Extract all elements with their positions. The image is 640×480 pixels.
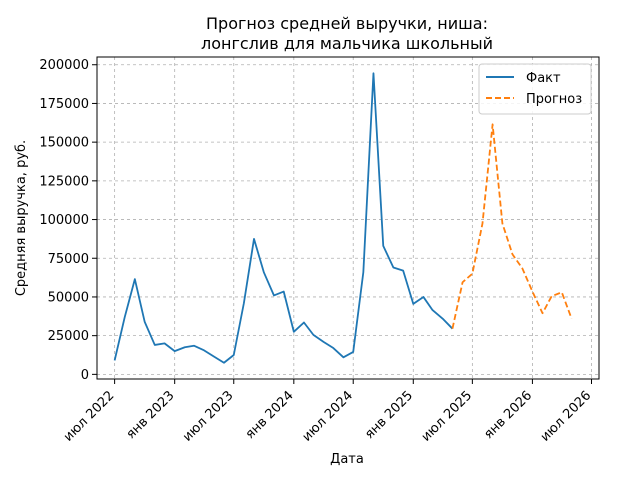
y-axis: 0 25000 50000 75000 100000 125000 150000 175000… <box>39 58 97 383</box>
x-axis-label: Дата <box>330 452 364 467</box>
y-tick-label: 200000 <box>39 58 89 73</box>
x-tick-label: июл 2023 <box>180 388 237 445</box>
y-tick-label: 50000 <box>48 290 89 305</box>
y-tick-label: 75000 <box>48 252 89 267</box>
x-tick-label: янв 2023 <box>124 388 178 442</box>
y-axis-label: Средняя выручка, руб. <box>14 140 29 296</box>
x-axis: июл 2022 янв 2023 июл 2023 янв 2024 июл 2024… <box>61 379 594 445</box>
x-tick-label: янв 2026 <box>481 388 535 442</box>
legend-fact-label: Факт <box>526 71 561 86</box>
x-tick-label: янв 2024 <box>243 388 297 442</box>
y-tick-label: 25000 <box>48 329 89 344</box>
x-tick-label: июл 2022 <box>61 388 118 445</box>
x-tick-label: июл 2026 <box>538 388 595 445</box>
y-tick-label: 0 <box>81 368 89 383</box>
series-line-forecast <box>451 123 573 329</box>
y-tick-label: 175000 <box>39 97 89 112</box>
y-tick-label: 125000 <box>39 174 89 189</box>
legend-forecast-label: Прогноз <box>526 92 582 107</box>
chart-title-line-1: Прогноз средней выручки, ниша: <box>206 14 488 33</box>
x-tick-label: июл 2025 <box>419 388 476 445</box>
chart-title-line-2: лонгслив для мальчика школьный <box>201 34 493 53</box>
series-lines <box>113 72 573 364</box>
y-tick-label: 100000 <box>39 213 89 228</box>
x-tick-label: янв 2025 <box>362 388 416 442</box>
plot-frame <box>96 56 600 380</box>
x-tick-label: июл 2024 <box>300 388 357 445</box>
series-line-fact <box>113 72 454 364</box>
y-tick-label: 150000 <box>39 136 89 151</box>
legend: Факт Прогноз <box>478 63 592 115</box>
